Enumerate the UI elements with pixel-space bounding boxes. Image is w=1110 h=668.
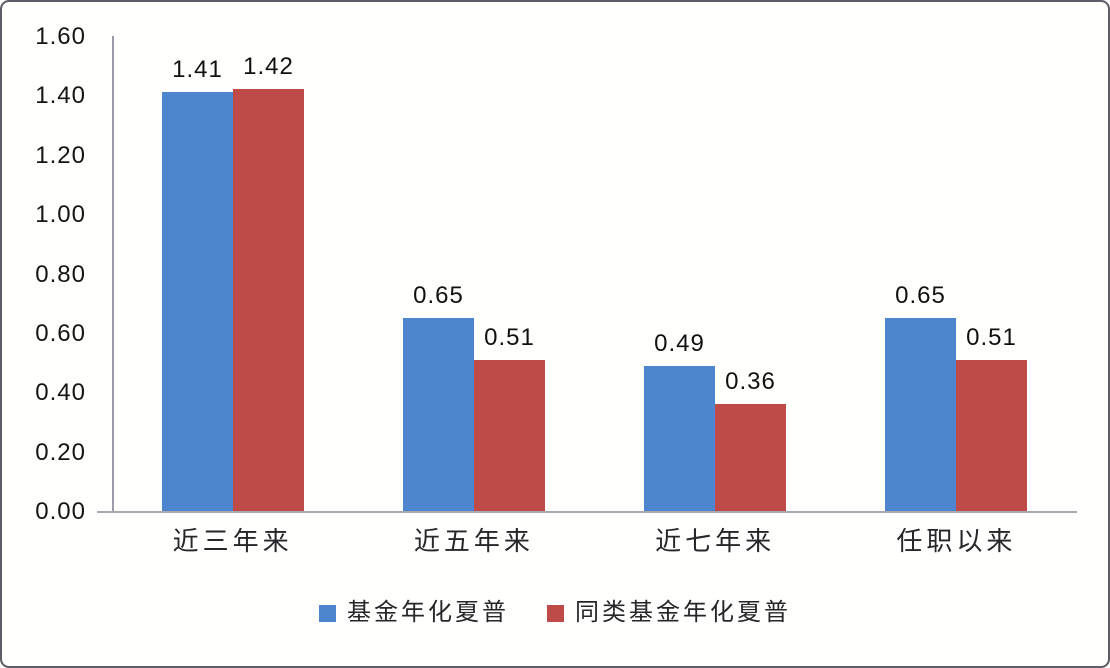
y-tick-label: 1.60 — [35, 23, 86, 50]
legend-item-1: 同类基金年化夏普 — [547, 600, 791, 626]
bar-s1-c2 — [715, 404, 786, 511]
y-tick-label: 1.00 — [35, 201, 86, 229]
x-axis-baseline — [97, 511, 1077, 513]
bar-value-label: 1.41 — [172, 56, 223, 83]
bar-value-label: 0.51 — [966, 324, 1017, 351]
y-tick-label: 1.20 — [35, 141, 86, 169]
y-tick-label: 0.80 — [35, 260, 86, 288]
y-axis-line — [112, 36, 114, 513]
x-category-label: 近三年来 — [172, 527, 293, 556]
legend-swatch-icon — [547, 604, 564, 622]
legend-series-label: 基金年化夏普 — [347, 600, 509, 626]
legend-item-0: 基金年化夏普 — [319, 600, 509, 626]
bar-value-label: 1.42 — [243, 53, 294, 80]
y-tick-label: 0.20 — [35, 438, 86, 466]
y-tick-label: 0.60 — [35, 319, 86, 347]
bar-value-label: 0.65 — [895, 282, 946, 309]
legend-series-label: 同类基金年化夏普 — [575, 600, 791, 626]
bar-s0-c3 — [885, 318, 956, 511]
bar-s1-c1 — [474, 360, 545, 511]
legend: 基金年化夏普 同类基金年化夏普 — [2, 600, 1108, 626]
bar-value-label: 0.36 — [725, 368, 776, 395]
y-tick-label: 1.40 — [35, 82, 86, 110]
bar-value-label: 0.49 — [654, 330, 705, 357]
x-category-label: 任职以来 — [896, 527, 1017, 556]
bar-s1-c3 — [956, 360, 1027, 511]
y-tick-label: 0.00 — [35, 498, 86, 525]
bar-s0-c2 — [644, 366, 715, 511]
y-tick-label: 0.40 — [35, 379, 86, 407]
x-category-label: 近七年来 — [655, 527, 776, 556]
bar-s0-c0 — [162, 92, 233, 511]
bar-s1-c0 — [233, 89, 304, 511]
bar-value-label: 0.65 — [413, 282, 464, 309]
bar-s0-c1 — [403, 318, 474, 511]
bar-value-label: 0.51 — [484, 324, 535, 351]
legend-swatch-icon — [319, 604, 336, 622]
x-category-label: 近五年来 — [413, 527, 534, 556]
